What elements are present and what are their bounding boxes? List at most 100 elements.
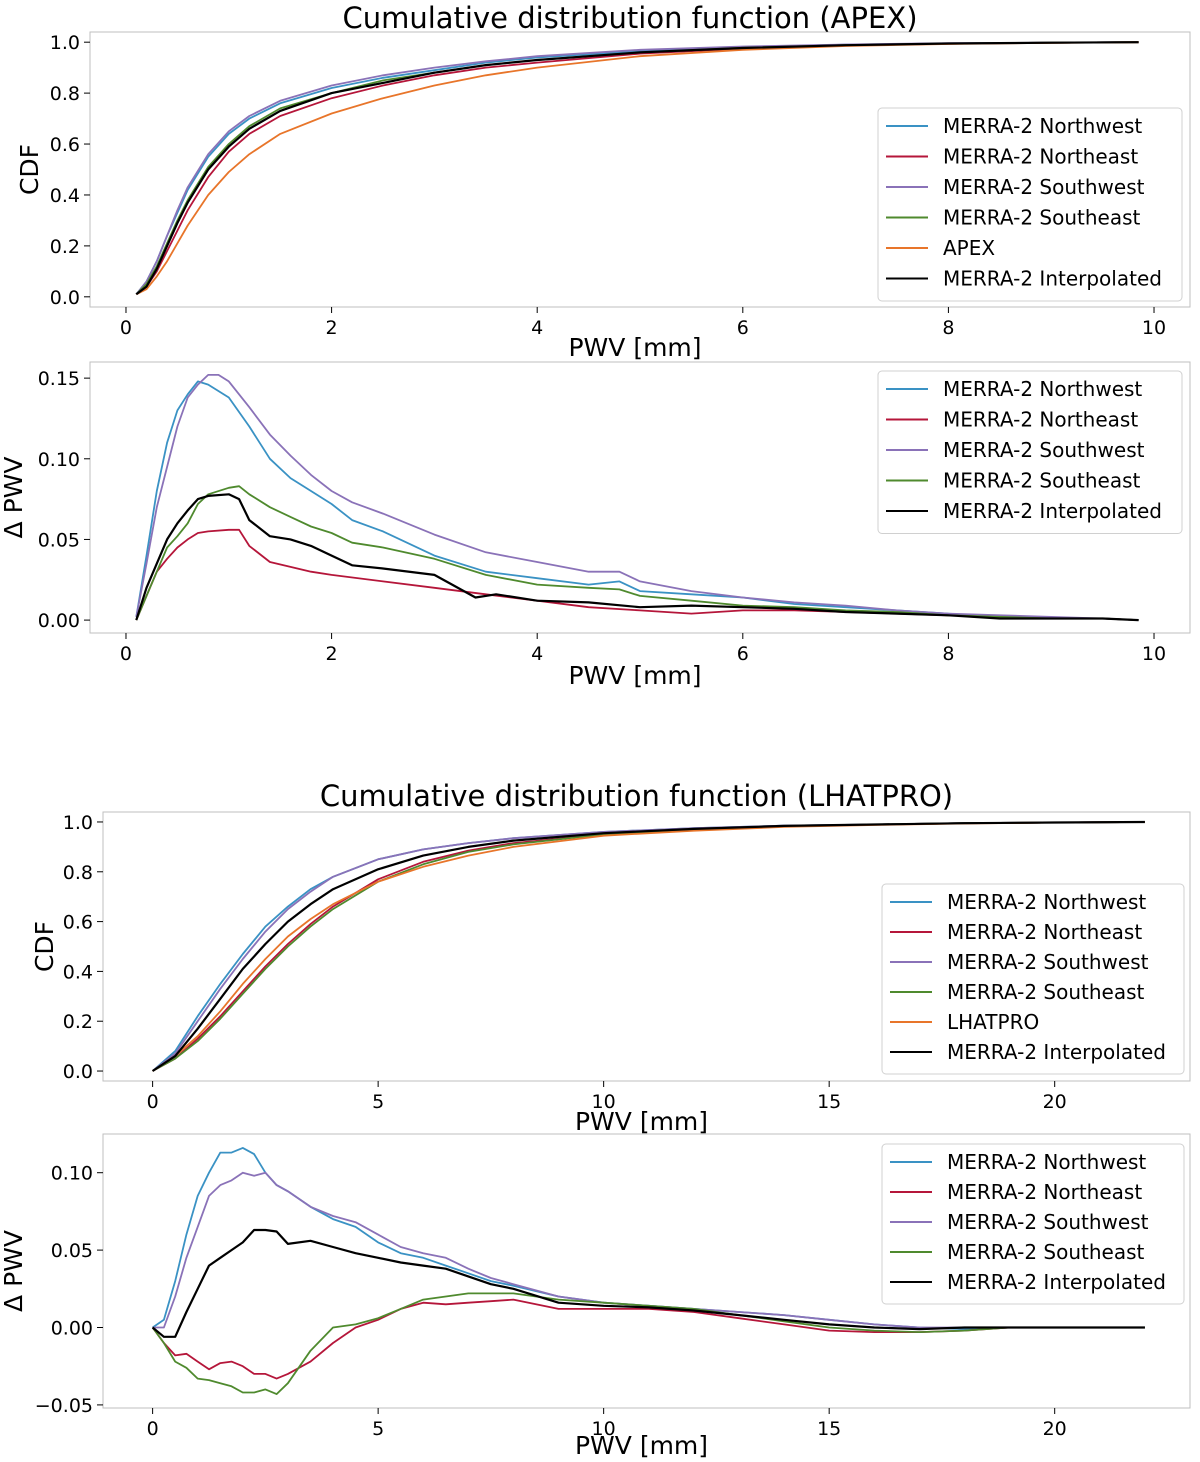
- x-tick-label: 8: [942, 317, 954, 339]
- x-axis-label: PWV [mm]: [575, 1431, 708, 1460]
- y-tick-label: 0.00: [51, 1318, 93, 1340]
- y-tick-label: 0.05: [38, 529, 80, 551]
- x-tick-label: 10: [1142, 643, 1166, 665]
- series-line-merra-2-interpolated: [151, 1228, 1145, 1338]
- legend-box: [881, 883, 1185, 1075]
- legend-entry: MERRA-2 Northwest: [947, 890, 1146, 914]
- legend-entry: MERRA-2 Interpolated: [943, 499, 1162, 523]
- series-line-merra-2-southwest: [135, 373, 1139, 621]
- y-axis-label: Δ PWV: [0, 1230, 28, 1312]
- legend-box: [877, 107, 1183, 302]
- x-tick-label: 6: [737, 643, 749, 665]
- legend: MERRA-2 Northwest MERRA-2 Northeast MERRA-…: [881, 1143, 1185, 1305]
- legend: MERRA-2 Northwest MERRA-2 Northeast MERRA-…: [877, 370, 1183, 534]
- x-tick-label: 4: [531, 317, 543, 339]
- legend: MERRA-2 Northwest MERRA-2 Northeast MERRA-…: [877, 107, 1183, 302]
- legend-entry: MERRA-2 Northeast: [943, 145, 1138, 169]
- x-tick-label: 15: [817, 1091, 841, 1113]
- legend-entry: MERRA-2 Northeast: [947, 920, 1142, 944]
- legend-entry: MERRA-2 Southwest: [947, 950, 1149, 974]
- y-tick-label: 0.2: [63, 1011, 93, 1033]
- x-tick-label: 10: [592, 1418, 616, 1440]
- series-line-apex: [135, 41, 1139, 296]
- y-tick-label: 1.0: [63, 812, 93, 834]
- legend-entry: MERRA-2 Southeast: [943, 206, 1141, 230]
- legend-entry: MERRA-2 Southeast: [943, 469, 1141, 493]
- legend-entry: MERRA-2 Southwest: [943, 438, 1145, 462]
- legend-entry: MERRA-2 Northwest: [943, 377, 1142, 401]
- x-tick-label: 20: [1043, 1091, 1067, 1113]
- chart-title: Cumulative distribution function (LHATPR…: [320, 779, 953, 813]
- y-tick-label: 0.0: [63, 1061, 93, 1083]
- y-axis-label: CDF: [15, 144, 44, 195]
- legend-entry: MERRA-2 Northwest: [943, 114, 1142, 138]
- chart-panel-3: Cumulative distribution function (LHATPR…: [30, 779, 1191, 1136]
- legend-entry: MERRA-2 Interpolated: [943, 267, 1162, 291]
- y-tick-label: 0.8: [50, 83, 80, 105]
- x-tick-label: 10: [1142, 317, 1166, 339]
- plot-area: [102, 811, 1191, 1082]
- chart-panel-1: Cumulative distribution function (APEX) 0…: [15, 1, 1191, 362]
- x-tick-label: 2: [326, 643, 338, 665]
- x-tick-label: 0: [120, 317, 132, 339]
- y-tick-label: 0.8: [63, 862, 93, 884]
- y-tick-label: 0.0: [50, 287, 80, 309]
- series-line-merra-2-interpolated: [135, 41, 1139, 296]
- y-tick-label: −0.05: [35, 1395, 93, 1417]
- x-tick-label: 5: [372, 1091, 384, 1113]
- chart-panel-4: 0 5 10 15 20 −0.05 0.00 0.05 0.10 PWV [mm] Δ PWV ME…: [0, 1133, 1191, 1460]
- series-line-merra-2-southeast: [151, 1292, 1145, 1395]
- legend-entry: MERRA-2 Interpolated: [947, 1040, 1166, 1064]
- series-line-merra-2-northeast: [151, 1298, 1145, 1380]
- y-tick-label: 0.4: [63, 961, 93, 983]
- chart-title: Cumulative distribution function (APEX): [342, 1, 917, 35]
- legend-entry: MERRA-2 Southwest: [947, 1210, 1149, 1234]
- y-tick-label: 1.0: [50, 32, 80, 54]
- y-tick-label: 0.6: [50, 134, 80, 156]
- legend-entry: MERRA-2 Southeast: [947, 980, 1145, 1004]
- x-tick-label: 8: [942, 643, 954, 665]
- legend-entry: LHATPRO: [947, 1010, 1039, 1034]
- y-tick-label: 0.00: [38, 610, 80, 632]
- x-tick-label: 10: [592, 1091, 616, 1113]
- chart-panel-2: 0 2 4 6 8 10 0.00 0.05 0.10 0.15 PWV [mm] Δ PWV MERR…: [0, 361, 1191, 690]
- legend-box: [881, 1143, 1185, 1305]
- series-line-merra-2-interpolated: [135, 493, 1139, 622]
- y-tick-label: 0.10: [38, 449, 80, 471]
- legend-entry: MERRA-2 Interpolated: [947, 1270, 1166, 1294]
- x-tick-label: 4: [531, 643, 543, 665]
- legend: MERRA-2 Northwest MERRA-2 Northeast MERRA-…: [881, 883, 1185, 1075]
- y-tick-label: 0.05: [51, 1240, 93, 1262]
- y-tick-label: 0.2: [50, 236, 80, 258]
- plot-area: [102, 1133, 1191, 1409]
- plot-area: [89, 31, 1191, 308]
- legend-entry: MERRA-2 Northeast: [947, 1180, 1142, 1204]
- legend-entry: MERRA-2 Southwest: [943, 175, 1145, 199]
- y-tick-label: 0.4: [50, 185, 80, 207]
- x-axis-label: PWV [mm]: [568, 333, 701, 362]
- x-tick-label: 20: [1043, 1418, 1067, 1440]
- y-tick-label: 0.10: [51, 1163, 93, 1185]
- x-tick-label: 2: [326, 317, 338, 339]
- x-tick-label: 0: [120, 643, 132, 665]
- y-axis-label: Δ PWV: [0, 457, 28, 539]
- x-axis-label: PWV [mm]: [568, 661, 701, 690]
- x-axis-label: PWV [mm]: [575, 1107, 708, 1136]
- y-tick-label: 0.15: [38, 368, 80, 390]
- x-tick-label: 15: [817, 1418, 841, 1440]
- x-tick-label: 0: [147, 1418, 159, 1440]
- x-tick-label: 6: [737, 317, 749, 339]
- legend-entry: MERRA-2 Northeast: [943, 408, 1138, 432]
- plot-area: [89, 361, 1191, 634]
- series-line-merra-2-southwest: [152, 1171, 1145, 1329]
- legend-entry: APEX: [943, 236, 995, 260]
- legend-box: [877, 370, 1183, 534]
- y-axis-label: CDF: [30, 921, 59, 972]
- x-tick-label: 5: [372, 1418, 384, 1440]
- x-tick-label: 0: [147, 1091, 159, 1113]
- y-tick-label: 0.6: [63, 912, 93, 934]
- legend-entry: MERRA-2 Northwest: [947, 1150, 1146, 1174]
- series-line-merra-2-interpolated: [151, 820, 1145, 1072]
- series-line-merra-2-southeast: [135, 485, 1139, 621]
